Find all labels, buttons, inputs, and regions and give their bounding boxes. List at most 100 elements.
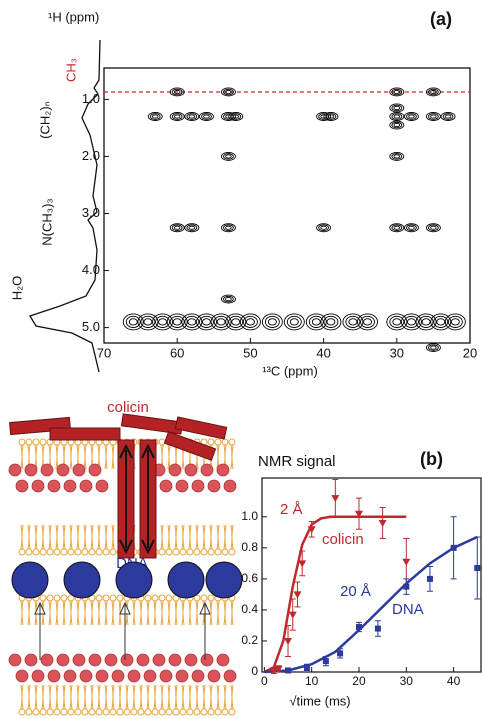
lipid-head bbox=[46, 548, 54, 556]
cross-peak bbox=[386, 313, 408, 331]
contour-ring bbox=[242, 315, 258, 328]
contour-ring bbox=[199, 112, 214, 121]
cross-peak bbox=[225, 313, 247, 331]
contour-ring bbox=[166, 313, 188, 331]
cross-peak bbox=[122, 313, 144, 331]
dna-strand bbox=[205, 561, 243, 599]
cross-peak bbox=[196, 313, 217, 331]
lipid-head bbox=[165, 594, 173, 602]
contour-ring bbox=[173, 89, 181, 95]
lipid-head bbox=[193, 548, 201, 556]
lipid-head bbox=[158, 708, 166, 716]
lipid-tail bbox=[118, 600, 122, 710]
lipid-head bbox=[123, 708, 131, 716]
lipid-head bbox=[179, 548, 187, 556]
contour-ring bbox=[232, 114, 240, 119]
lipid-head bbox=[67, 548, 75, 556]
contour-ring bbox=[239, 313, 261, 331]
contour-ring bbox=[357, 313, 378, 331]
lipid-head bbox=[221, 438, 229, 446]
cross-peak bbox=[403, 223, 419, 233]
contour-ring bbox=[342, 313, 364, 331]
cross-peak bbox=[440, 112, 456, 121]
contour-ring bbox=[143, 318, 153, 326]
contour-ring bbox=[283, 313, 305, 331]
contour-ring bbox=[267, 318, 277, 326]
cross-peak bbox=[389, 223, 405, 233]
contour-ring bbox=[187, 318, 197, 326]
probe-lipid bbox=[31, 479, 45, 493]
contour-ring bbox=[316, 112, 332, 121]
lipid-head bbox=[228, 438, 236, 446]
contour-ring bbox=[389, 103, 405, 113]
contour-ring bbox=[430, 313, 452, 331]
contour-ring bbox=[173, 225, 181, 230]
lipid-head bbox=[53, 594, 61, 602]
lipid-head bbox=[39, 438, 47, 446]
lipid-head bbox=[130, 708, 138, 716]
lipid-head bbox=[228, 548, 236, 556]
lipid-head bbox=[25, 548, 33, 556]
probe-lipid bbox=[168, 463, 182, 477]
lipid-tail bbox=[27, 444, 31, 550]
probe-lipid bbox=[175, 479, 189, 493]
probe-lipid bbox=[200, 463, 214, 477]
fit-curve bbox=[263, 515, 407, 674]
lipid-head bbox=[214, 438, 222, 446]
cross-peak bbox=[184, 223, 200, 233]
data-point bbox=[269, 667, 278, 675]
lipid-tail bbox=[188, 600, 192, 710]
lipid-head bbox=[18, 438, 26, 446]
probe-lipid bbox=[15, 479, 29, 493]
cross-peak bbox=[342, 313, 364, 331]
y-tick-label: 5.0 bbox=[82, 319, 100, 334]
contour-ring bbox=[228, 315, 244, 328]
cross-peak bbox=[389, 112, 405, 121]
y-tick-label: 0.6 bbox=[241, 571, 258, 585]
contour-ring bbox=[389, 112, 405, 121]
distance-arrow bbox=[199, 601, 211, 660]
lipid-head bbox=[207, 548, 215, 556]
cross-peak bbox=[220, 151, 236, 161]
contour-ring bbox=[169, 112, 185, 121]
lipid-tail bbox=[83, 600, 87, 710]
lipid-tail bbox=[104, 600, 108, 710]
contour-ring bbox=[188, 114, 196, 119]
contour-ring bbox=[323, 112, 339, 121]
lipid-tail bbox=[97, 600, 101, 710]
lipid-head bbox=[228, 708, 236, 716]
contour-ring bbox=[184, 315, 200, 328]
probe-lipid bbox=[152, 653, 166, 667]
contour-ring bbox=[223, 295, 234, 303]
probe-lipid bbox=[159, 479, 173, 493]
lipid-head bbox=[53, 548, 61, 556]
contour-ring bbox=[172, 318, 182, 326]
lipid-head bbox=[200, 548, 208, 556]
x-tick-label: 30 bbox=[390, 345, 404, 360]
data-point bbox=[307, 526, 316, 534]
contour-ring bbox=[231, 318, 241, 326]
probe-lipid bbox=[24, 463, 38, 477]
contour-ring bbox=[286, 315, 302, 328]
lipid-head bbox=[46, 708, 54, 716]
lipid-head bbox=[88, 548, 96, 556]
data-point bbox=[474, 565, 481, 572]
lipid-head bbox=[151, 594, 159, 602]
cross-peak bbox=[239, 313, 261, 331]
contour-ring bbox=[320, 225, 327, 230]
contour-ring bbox=[316, 223, 332, 233]
lipid-head bbox=[158, 438, 166, 446]
contour-ring bbox=[225, 154, 232, 159]
data-point bbox=[450, 544, 457, 551]
contour-ring bbox=[442, 113, 454, 120]
lipid-tail bbox=[69, 600, 73, 710]
lipid-tail bbox=[216, 444, 220, 550]
x-tick-label: 40 bbox=[316, 345, 330, 360]
contour-ring bbox=[406, 318, 416, 326]
contour-ring bbox=[444, 114, 452, 119]
lipid-head bbox=[151, 708, 159, 716]
lipid-head bbox=[144, 594, 152, 602]
x-tick-label: 70 bbox=[97, 345, 111, 360]
annotation: 2 Å bbox=[280, 501, 303, 518]
cross-peak bbox=[316, 223, 332, 233]
